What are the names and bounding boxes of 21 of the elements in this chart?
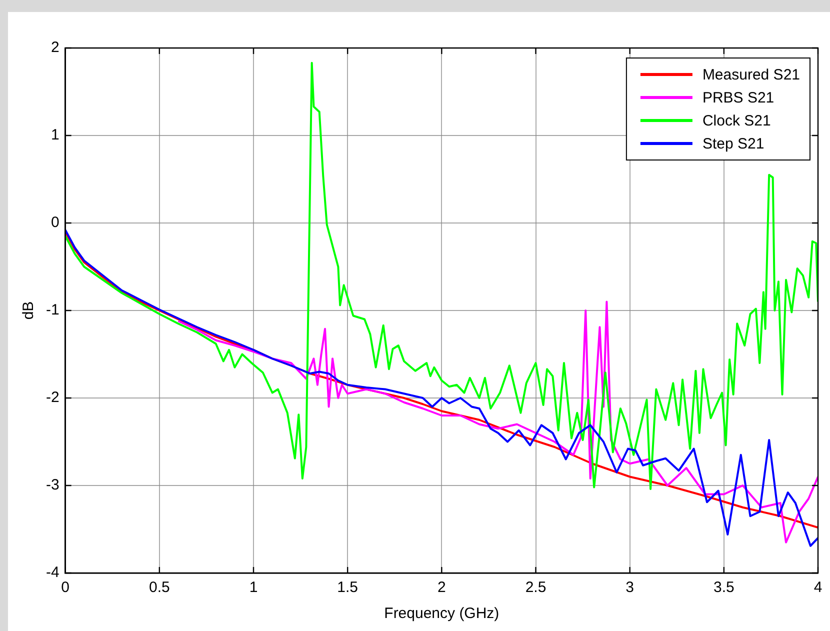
y-tick-label: 0 xyxy=(50,214,60,232)
x-tick-label: 0.5 xyxy=(148,579,170,596)
x-tick-label: 4 xyxy=(814,579,822,596)
legend-label: PRBS S21 xyxy=(702,90,774,107)
y-tick-label: -1 xyxy=(46,302,60,319)
x-tick-label: 3.5 xyxy=(713,579,734,596)
x-tick-label: 3 xyxy=(626,579,634,596)
legend-label: Measured S21 xyxy=(702,66,800,84)
x-tick-label: 1 xyxy=(249,579,258,596)
legend-label: Clock S21 xyxy=(702,112,771,130)
y-tick-label: -4 xyxy=(46,564,60,582)
y-tick-label: 1 xyxy=(50,126,60,144)
y-tick-label: -3 xyxy=(46,476,60,494)
x-tick-label: 2 xyxy=(437,579,446,596)
y-tick-label: -2 xyxy=(46,389,60,406)
legend-label: Step S21 xyxy=(702,136,764,153)
x-tick-label: 1.5 xyxy=(337,579,358,596)
x-axis-title: Frequency (GHz) xyxy=(384,605,500,622)
y-axis-title: dB xyxy=(20,301,38,320)
x-tick-label: 2.5 xyxy=(525,579,546,596)
y-tick-label: 2 xyxy=(50,39,60,56)
